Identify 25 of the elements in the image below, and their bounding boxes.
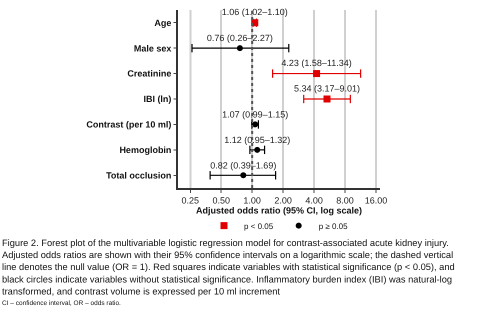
y-tick-label: Contrast (per 10 ml) [86,120,172,130]
x-tick-label: 4.00 [305,196,323,206]
legend-label: p ≥ 0.05 [318,222,348,231]
y-tick-label: Age [154,18,172,28]
caption: Figure 2. Forest plot of the multivariable logistic regression model for contrast-associated acute kidney injury. Adjusted odds ratios are shown with their 95% confidence intervals on a logarithmic scale; the dashed vertical line denotes the null value (OR = 1). Red squares indicate variables with statistical significance (p < 0.05), and black circles indicate variables without statistical significance. Inflammatory burden index (IBI) was natural-log transformed, and contrast volume is expressed per 10 ml increment [2,238,455,296]
data-label: 1.07 (0.99–1.15) [222,109,288,120]
x-axis-title: Adjusted odds ratio (95% CI, log scale) [196,206,362,216]
data-label: 0.76 (0.26–2.27) [206,33,273,44]
legend-label: p < 0.05 [244,222,274,231]
y-tick-label: Total occlusion [106,170,172,180]
data-label: 1.06 (1.02–1.10) [222,7,288,18]
x-tick-label: 16.00 [364,196,388,206]
data-label: 1.12 (0.95–1.32) [224,134,290,145]
y-tick-label: Creatinine [127,68,172,79]
x-tick-label: 1.00 [243,196,261,206]
y-tick-label: Hemoglobin [119,145,172,156]
data-label: 4.23 (1.58–11.34) [281,58,352,68]
x-tick-label: 0.25 [181,196,200,206]
data-label: 5.34 (3.17–9.01) [294,83,360,94]
x-tick-label: 0.50 [212,196,230,206]
data-label: 0.82 (0.39–1.69) [210,160,276,170]
y-tick-label: IBI (ln) [143,94,172,104]
x-tick-label: 2.00 [274,196,292,206]
y-tick-label: Male sex [134,43,172,54]
x-tick-label: 8.00 [336,196,354,206]
